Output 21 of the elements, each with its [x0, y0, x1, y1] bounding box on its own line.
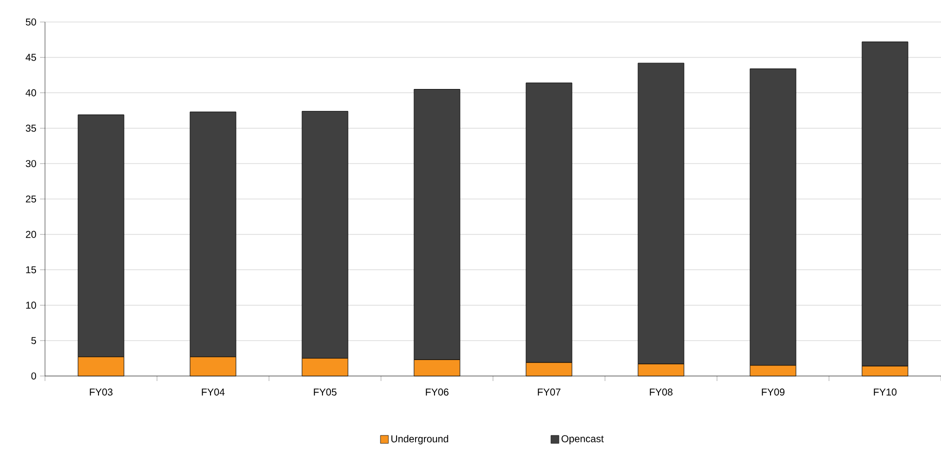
- y-tick-label: 0: [31, 372, 36, 380]
- legend-label: Underground: [391, 435, 448, 444]
- y-tick-label: 40: [26, 89, 36, 96]
- y-tick-label: 15: [26, 266, 36, 274]
- y-tick-label: 35: [26, 124, 36, 132]
- x-tick-label: FY07: [538, 388, 560, 396]
- y-tick-label: 25: [26, 195, 36, 203]
- x-tick-label: FY04: [202, 388, 225, 396]
- y-tick-label: 30: [26, 160, 36, 168]
- y-tick-label: 50: [26, 18, 36, 26]
- x-tick-label: FY08: [650, 388, 672, 396]
- x-tick-label: FY09: [762, 388, 784, 396]
- x-tick-label: FY03: [90, 388, 112, 396]
- y-tick-label: 20: [26, 230, 36, 238]
- x-tick-label: FY05: [314, 388, 336, 396]
- legend-label: Opencast: [562, 435, 604, 444]
- x-tick-label: FY06: [426, 388, 448, 396]
- x-tick-label: FY10: [874, 388, 897, 396]
- y-tick-label: 45: [26, 54, 36, 61]
- y-tick-label: 5: [31, 337, 36, 344]
- y-tick-label: 10: [26, 302, 36, 309]
